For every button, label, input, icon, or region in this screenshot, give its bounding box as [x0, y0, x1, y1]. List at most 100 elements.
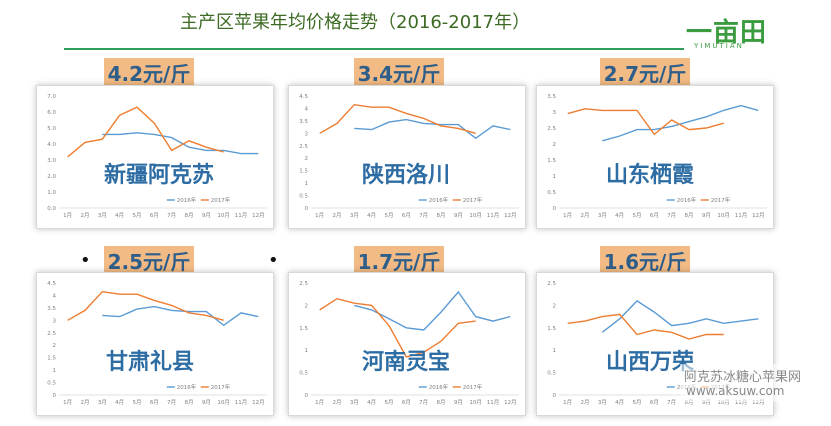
x-tick-label: 3月: [598, 399, 607, 406]
x-tick-label: 1月: [315, 212, 324, 219]
y-tick-label: 4: [305, 106, 309, 112]
x-tick-label: 6月: [650, 399, 659, 406]
x-tick-label: 7月: [167, 212, 176, 219]
y-tick-label: 4.0: [47, 142, 56, 148]
legend-label: 2016年: [177, 383, 197, 391]
series-line-2016: [102, 132, 259, 155]
x-tick-label: 4月: [615, 399, 624, 406]
y-tick-label: 2.0: [47, 174, 56, 180]
x-tick-label: 12月: [752, 399, 765, 406]
price-chart: 0 0.5 1 1.5 2 2.5 1月 2月 3月 4月 5月 6月 7月 8月 9月 10月 11月 12月 2…: [288, 272, 526, 416]
line-chart-svg: 0 0.5 1 1.5 2 2.5 3 3.5 4 4.5 1月 2月 3月 4月 5月 6月 7月 8月 9月 10…: [47, 281, 267, 406]
y-tick-label: 2.5: [547, 126, 556, 132]
series-line-2016: [102, 305, 259, 327]
x-tick-label: 3月: [98, 212, 107, 219]
x-tick-label: 12月: [252, 399, 264, 406]
y-tick-label: 0.5: [47, 381, 56, 387]
x-tick-label: 11月: [235, 399, 248, 406]
x-tick-label: 12月: [504, 212, 517, 219]
x-tick-label: 4月: [367, 399, 376, 406]
line-chart-svg: 0.0 1.0 2.0 3.0 4.0 5.0 6.0 7.0 1月 2月 3月 4月 5月 6月 7月 8月…: [47, 94, 267, 219]
price-chart: 0 0.5 1 1.5 2 2.5 3 3.5 4 4.5 1月 2月 3月 4月 5月 6月 7月 8月 9月 10…: [288, 85, 526, 229]
x-tick-label: 2月: [81, 212, 90, 219]
x-tick-label: 8月: [685, 399, 694, 406]
y-tick-label: 2: [553, 303, 557, 309]
price-chart: 0.0 1.0 2.0 3.0 4.0 5.0 6.0 7.0 1月 2月 3月 4月 5月 6月 7月 8月…: [36, 85, 274, 229]
logo-subtitle: YIMUTIAN: [694, 42, 744, 50]
y-tick-label: 0.5: [299, 194, 308, 200]
x-tick-label: 11月: [487, 399, 500, 406]
series-line-2017: [67, 290, 224, 321]
price-chart: 0 0.5 1 1.5 2 2.5 3 3.5 4 4.5 1月 2月 3月 4月 5月 6月 7月 8月 9月 10…: [36, 272, 274, 416]
page-title: 主产区苹果年均价格走势（2016-2017年）: [180, 12, 531, 33]
y-tick-label: 2: [553, 142, 557, 148]
legend-label: 2017年: [463, 196, 483, 204]
x-tick-label: 3月: [598, 212, 607, 219]
x-tick-label: 5月: [133, 399, 142, 406]
x-tick-label: 4月: [115, 399, 124, 406]
series-line-2017: [567, 313, 724, 340]
x-tick-label: 5月: [633, 399, 642, 406]
series-line-2017: [319, 103, 476, 134]
y-tick-label: 1.0: [47, 190, 56, 196]
y-tick-label: 1: [53, 368, 57, 374]
y-tick-label: 3.5: [47, 306, 56, 312]
y-tick-label: 1.5: [47, 356, 56, 362]
line-chart-svg: 0 0.5 1 1.5 2 2.5 3 3.5 4 4.5 1月 2月 3月 4月 5月 6月 7月 8月 9月 10…: [299, 94, 519, 219]
y-tick-label: 0.5: [299, 371, 308, 377]
y-tick-label: 1: [553, 174, 557, 180]
x-tick-label: 2月: [333, 399, 342, 406]
series-line-2017: [319, 297, 476, 358]
bullet-left: •: [80, 250, 91, 271]
y-tick-label: 0: [53, 393, 57, 399]
price-badge: 4.2元/斤: [104, 58, 194, 90]
price-badge: 2.7元/斤: [600, 58, 690, 90]
x-tick-label: 11月: [235, 212, 248, 219]
y-tick-label: 1.5: [299, 169, 308, 175]
legend-label: 2016年: [429, 383, 449, 391]
legend-label: 2017年: [463, 383, 483, 391]
legend-label: 2017年: [211, 196, 231, 204]
x-tick-label: 11月: [735, 212, 748, 219]
x-tick-label: 4月: [367, 212, 376, 219]
series-line-2017: [567, 108, 724, 136]
legend-label: 2016年: [429, 196, 449, 204]
region-label: 陕西洛川: [362, 163, 451, 188]
legend-label: 2017年: [711, 196, 731, 204]
x-tick-label: 9月: [202, 399, 211, 406]
price-chart: 0 0.5 1 1.5 2 2.5 3 3.5 1月 2月 3月 4月 5月 6月 7月 8月 9月 10月 11月…: [536, 85, 774, 229]
x-tick-label: 6月: [150, 399, 159, 406]
series-line-2016: [354, 290, 511, 331]
x-tick-label: 7月: [667, 212, 676, 219]
y-tick-label: 2.5: [547, 281, 556, 287]
y-tick-label: 3.5: [547, 94, 556, 100]
y-tick-label: 0: [305, 393, 309, 399]
x-tick-label: 10月: [217, 212, 230, 219]
x-tick-label: 11月: [735, 399, 748, 406]
x-tick-label: 12月: [252, 212, 264, 219]
y-tick-label: 0.5: [547, 190, 556, 196]
x-tick-label: 6月: [650, 212, 659, 219]
y-tick-label: 3: [305, 131, 309, 137]
x-tick-label: 9月: [454, 212, 463, 219]
y-tick-label: 4.5: [47, 281, 56, 287]
y-tick-label: 4.5: [299, 94, 308, 100]
series-line-2016: [601, 299, 759, 333]
series-line-2016: [354, 118, 511, 140]
title-underline: [64, 48, 684, 50]
x-tick-label: 9月: [454, 399, 463, 406]
x-tick-label: 6月: [150, 212, 159, 219]
watermark-url: www.aksuw.com: [686, 384, 785, 398]
x-tick-label: 10月: [469, 399, 482, 406]
x-tick-label: 12月: [752, 212, 765, 219]
x-tick-label: 8月: [437, 212, 446, 219]
x-tick-label: 12月: [504, 399, 517, 406]
y-tick-label: 3: [553, 110, 557, 116]
x-tick-label: 10月: [717, 399, 730, 406]
x-tick-label: 3月: [98, 399, 107, 406]
y-tick-label: 2.5: [299, 281, 308, 287]
region-label: 甘肃礼县: [106, 350, 195, 375]
watermark: 阿克苏冰糖心苹果网 www.aksuw.com: [680, 364, 830, 402]
x-tick-label: 4月: [615, 212, 624, 219]
y-tick-label: 6.0: [47, 110, 56, 116]
